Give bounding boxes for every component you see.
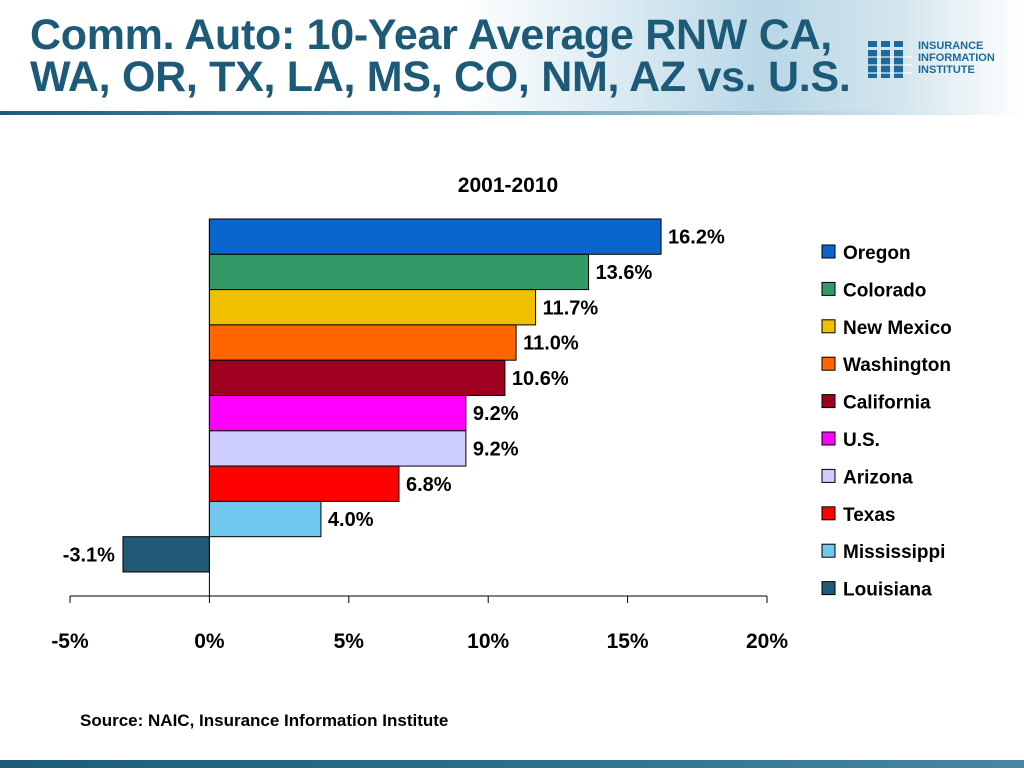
legend-label: Mississippi — [843, 542, 945, 563]
legend-swatch — [821, 319, 836, 334]
x-tick-label: 20% — [746, 630, 788, 653]
legend-label: Washington — [843, 355, 951, 376]
x-tick-label: 10% — [467, 630, 509, 653]
data-label: 9.2% — [473, 438, 519, 460]
iii-logo: INSURANCE INFORMATION INSTITUTE — [868, 38, 1018, 80]
bar — [208, 289, 537, 326]
x-axis: -5% 0% 5% 10% 15% 20% — [51, 219, 788, 653]
data-label: 11.0% — [523, 333, 579, 355]
header-divider — [0, 111, 1024, 115]
data-label: 13.6% — [596, 262, 653, 284]
bar — [208, 430, 467, 467]
data-label: 16.2% — [668, 227, 725, 249]
legend-swatch — [821, 581, 836, 596]
legend-swatch — [821, 281, 836, 296]
logo-line: INSURANCE — [918, 40, 984, 52]
bar — [208, 395, 467, 432]
bar — [122, 536, 210, 573]
legend-swatch — [821, 468, 836, 483]
bar — [208, 500, 322, 538]
chart-title: 2001-2010 — [458, 174, 558, 197]
legend-label: Texas — [843, 505, 895, 526]
bar — [208, 253, 590, 291]
legend-swatch — [821, 356, 836, 371]
data-label: 10.6% — [512, 368, 569, 390]
x-tick-label: 15% — [607, 630, 649, 653]
data-label: 4.0% — [328, 509, 374, 531]
data-label: 11.7% — [543, 297, 599, 319]
legend: Oregon Colorado New Mexico Washington Califo… — [821, 243, 952, 601]
source-note: Source: NAIC, Insurance Information Inst… — [80, 711, 449, 730]
legend-swatch — [821, 506, 836, 521]
bar — [208, 324, 517, 361]
data-label: -3.1% — [63, 544, 115, 566]
bar — [208, 359, 506, 397]
logo-line: INFORMATION — [918, 52, 995, 64]
page-title: Comm. Auto: 10-Year Average RNW CA, WA, … — [30, 11, 851, 101]
legend-label: U.S. — [843, 430, 880, 451]
iii-logo-icon — [868, 41, 912, 78]
legend-swatch — [821, 431, 836, 446]
legend-label: New Mexico — [843, 318, 952, 339]
x-tick-label: 5% — [334, 630, 365, 653]
legend-swatch — [821, 244, 836, 259]
legend-swatch — [821, 543, 836, 558]
logo-line: INSTITUTE — [918, 64, 975, 76]
legend-label: Arizona — [843, 467, 913, 488]
legend-swatch — [821, 394, 836, 409]
x-tick-label: 0% — [194, 630, 225, 653]
x-tick-label: -5% — [51, 630, 89, 653]
bar — [208, 218, 662, 255]
bars-group: 16.2% 13.6% 11.7% 11.0% 10.6% 9.2% 9.2% 6.8% 4.0… — [63, 218, 725, 573]
logo-text: INSURANCE INFORMATION INSTITUTE — [918, 40, 995, 76]
header-band — [0, 0, 1024, 112]
legend-label: California — [843, 393, 931, 414]
legend-label: Oregon — [843, 243, 911, 264]
data-label: 6.8% — [406, 474, 452, 496]
legend-label: Louisiana — [843, 580, 932, 601]
data-label: 9.2% — [473, 403, 519, 425]
footer-bar — [0, 760, 1024, 768]
bar — [208, 465, 400, 502]
legend-label: Colorado — [843, 280, 926, 301]
